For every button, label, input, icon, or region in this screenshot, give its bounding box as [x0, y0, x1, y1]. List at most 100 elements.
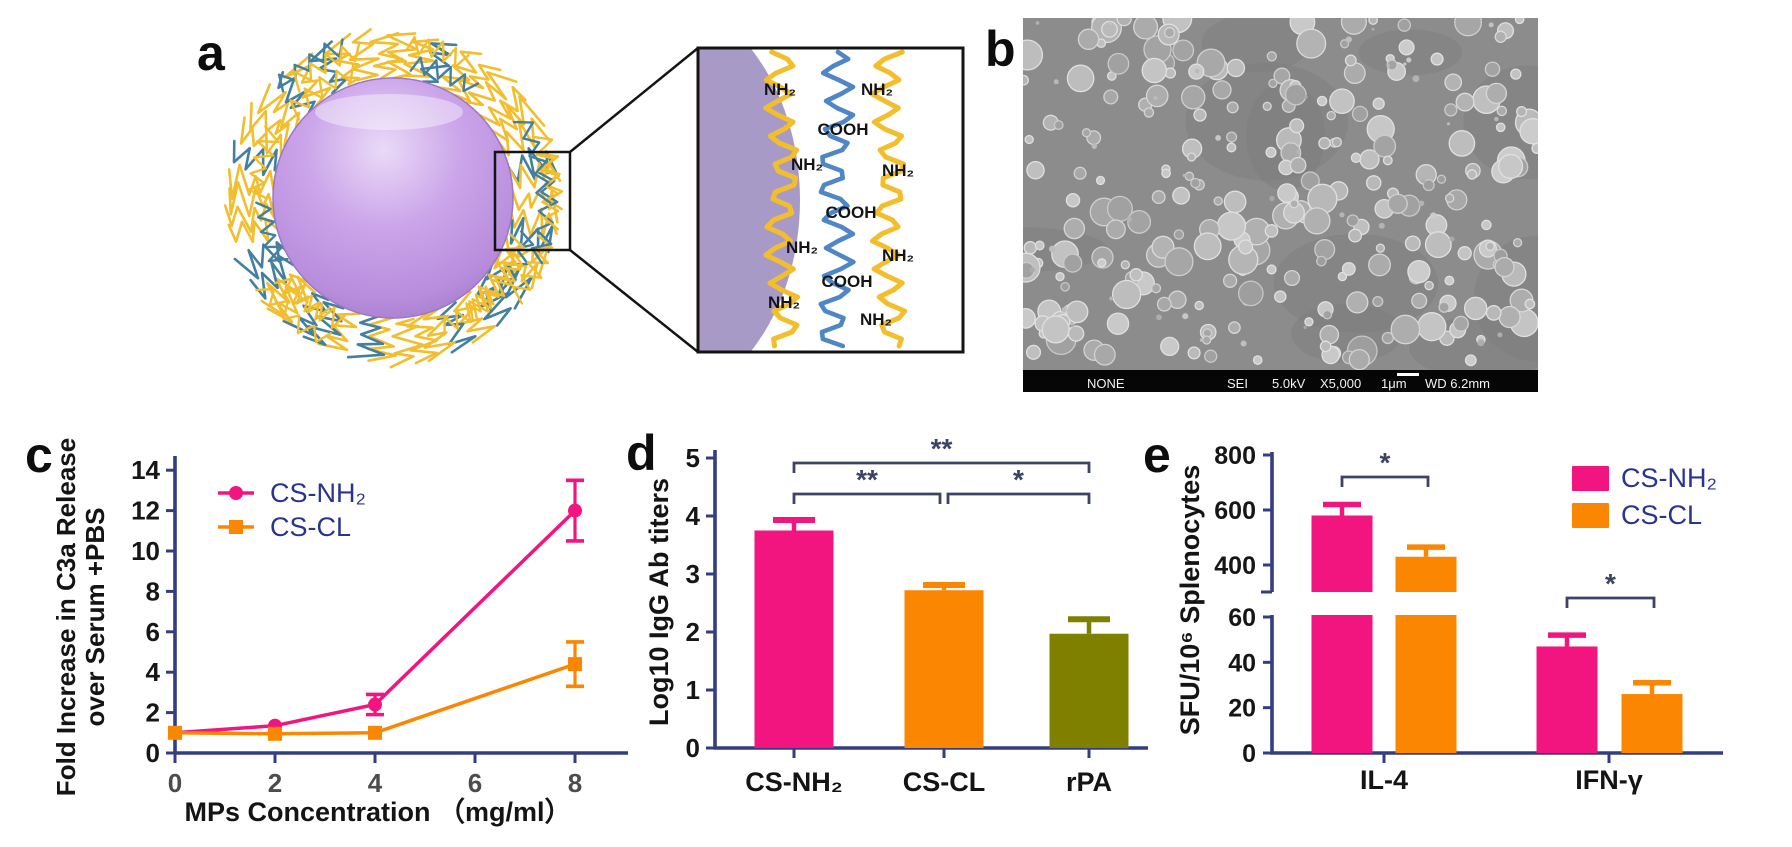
sem-sphere: [1303, 207, 1331, 235]
sem-sphere: [1095, 175, 1106, 186]
c-ytick-label: 4: [146, 657, 161, 687]
c-data-marker: [368, 725, 382, 740]
sem-sphere: [1304, 317, 1314, 327]
d-bar-1: [904, 590, 984, 748]
inset-border: [696, 46, 965, 354]
sem-sphere: [1296, 28, 1327, 59]
sem-sphere-small: [1497, 332, 1503, 338]
sem-sphere: [1120, 260, 1130, 270]
sem-sphere-small: [1446, 122, 1451, 126]
e-bar: [1536, 646, 1598, 753]
sem-sphere: [1319, 340, 1332, 353]
sem-sphere-small: [1156, 314, 1162, 321]
corona-squiggle: [249, 101, 290, 148]
sem-sphere: [1172, 39, 1195, 62]
c-ytick-label: 6: [146, 617, 160, 647]
sem-sphere: [1454, 18, 1483, 37]
d-sig-bracket: [946, 492, 1091, 504]
sem-sphere: [1375, 243, 1386, 253]
e-legend-swatch: [1572, 503, 1609, 528]
sem-sphere-small: [1070, 323, 1075, 328]
sem-sphere: [1226, 101, 1239, 114]
sem-sphere: [1329, 88, 1355, 115]
sem-sphere: [1346, 291, 1369, 314]
c-data-marker: [268, 726, 282, 741]
sem-caption-text: 1μm: [1381, 376, 1407, 391]
sem-sphere: [1193, 108, 1207, 122]
sem-sphere: [1277, 183, 1297, 203]
sem-sphere: [1494, 30, 1507, 43]
corona-squiggle: [228, 181, 275, 218]
sem-sphere: [1438, 301, 1450, 313]
molecule-label: NH₂: [860, 310, 892, 329]
sem-sphere: [1097, 258, 1107, 268]
corona-squiggle: [309, 40, 349, 95]
c-ytick-label: 2: [146, 698, 160, 728]
sem-sphere: [1464, 354, 1477, 367]
corona-squiggle: [471, 250, 524, 321]
sem-sphere: [1514, 18, 1525, 25]
e-sig-label: *: [1380, 447, 1391, 478]
sem-sphere-small: [1303, 95, 1308, 99]
corona-squiggle: [286, 284, 346, 329]
sem-sphere: [1387, 193, 1408, 214]
sem-sphere: [1316, 95, 1328, 107]
c-data-marker: [568, 657, 582, 672]
corona-squiggle: [510, 187, 559, 224]
sphere-highlight: [315, 94, 463, 130]
corona-squiggle: [465, 71, 518, 107]
sem-sphere: [1160, 336, 1180, 357]
sem-sphere: [1516, 106, 1528, 118]
sem-sphere: [1484, 61, 1501, 77]
e-bar-upper: [1311, 515, 1373, 592]
sem-caption-text: X5,000: [1320, 376, 1361, 391]
inset-content: [698, 48, 908, 352]
panel-e-bar-chart: 400 600 800 0 20 40 60 CS-NH₂ CS-CL IL-4 IFN-γ * * SF…: [1175, 442, 1723, 795]
corona-squiggle: [419, 42, 458, 83]
corona-squiggle: [409, 56, 480, 93]
molecule-label: NH₂: [764, 80, 796, 99]
sem-sphere: [1368, 253, 1391, 277]
sem-sphere-small: [1182, 173, 1187, 178]
d-bar-2: [1049, 633, 1129, 748]
c-data-marker: [368, 697, 382, 712]
sem-sphere: [1372, 97, 1385, 110]
sem-sphere-small: [1403, 62, 1407, 66]
molecule-label: COOH: [826, 203, 877, 222]
polymer-chain-yellow: [763, 49, 800, 349]
polymer-chain-yellow: [869, 49, 908, 349]
corona-squiggle: [255, 201, 289, 263]
c-ytick-label: 8: [146, 576, 160, 606]
corona-squiggle: [227, 217, 280, 244]
corona-squiggle: [239, 116, 283, 166]
sem-sphere: [1024, 134, 1034, 145]
sem-sphere: [1133, 18, 1159, 40]
corona-squiggle: [273, 277, 331, 321]
e-category-label: IL-4: [1360, 765, 1408, 795]
sem-sphere: [1485, 305, 1502, 321]
zoom-connector-line-top: [569, 47, 699, 153]
sem-sphere: [1436, 174, 1447, 184]
sem-sphere: [1065, 300, 1089, 324]
e-ytick-label: 20: [1228, 695, 1256, 723]
e-yaxis-title: SFU/10⁶ Splenocytes: [1175, 465, 1205, 736]
corona-squiggle: [346, 313, 386, 359]
sem-sphere: [1495, 122, 1506, 133]
sem-sphere: [1073, 166, 1087, 180]
sem-sphere: [1226, 131, 1238, 143]
e-sig-label: *: [1605, 568, 1616, 599]
sem-sphere: [1173, 229, 1185, 240]
corona-squiggle: [422, 303, 456, 363]
sem-sphere-small: [1345, 36, 1352, 43]
sem-sphere: [1106, 312, 1130, 335]
sem-microspheres: [1023, 18, 1538, 371]
sem-sphere-small: [1199, 338, 1204, 342]
sem-sphere: [1193, 232, 1222, 261]
sem-sphere: [1322, 309, 1333, 320]
e-category-label: IFN-γ: [1575, 765, 1643, 795]
sem-sphere: [1337, 271, 1348, 282]
molecule-label: NH₂: [791, 155, 823, 174]
